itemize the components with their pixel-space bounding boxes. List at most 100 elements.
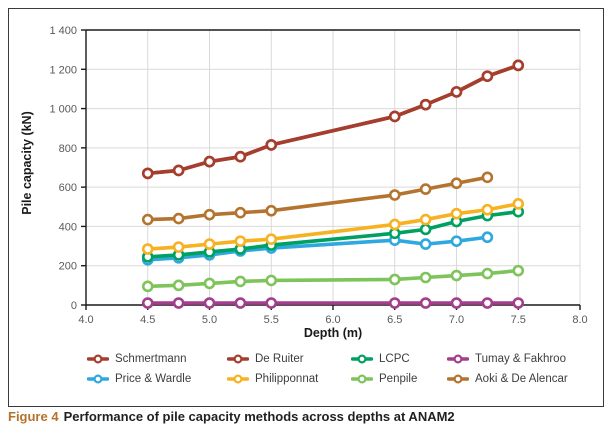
legend-label: Price & Wardle [115,373,192,385]
legend-item-schmertmann: Schmertmann [87,349,227,369]
data-point-marker [265,297,278,309]
legend-item-lcpc: LCPC [351,349,447,369]
data-point-marker [172,241,185,253]
legend-marker-icon [447,374,469,384]
data-point-marker [172,164,185,177]
data-point-marker [450,297,463,309]
x-tick-label: 5.5 [264,314,279,326]
data-point-marker [481,231,494,244]
y-tick-label: 400 [59,221,77,233]
x-tick-label: 7.0 [449,314,464,326]
data-point-marker [141,243,154,255]
data-point-marker [234,275,247,288]
series-tumay-fakhroo [141,297,525,309]
data-point-marker [234,235,247,247]
data-point-marker [419,183,432,195]
data-point-marker [203,155,216,168]
data-point-marker [203,238,216,250]
legend-marker-icon [87,374,109,384]
legend-item-tumay-fakhroo: Tumay & Fakhroo [447,349,568,369]
data-point-marker [265,233,278,245]
data-point-marker [265,274,278,287]
data-point-marker [388,110,401,123]
legend-item-price-wardle: Price & Wardle [87,369,227,389]
legend-item-de-ruiter: De Ruiter [227,349,351,369]
x-tick-label: 6.0 [325,314,340,326]
x-tick-label: 5.0 [202,314,217,326]
y-tick-labels: 0 200 400 600 800 1 000 1 200 1 400 [49,25,77,312]
legend-label: De Ruiter [255,353,304,365]
data-point-marker [481,70,494,82]
legend-label: Schmertmann [115,353,187,365]
data-point-marker [234,206,247,219]
series-aoki-de-alencar [141,171,494,226]
data-point-marker [419,297,432,309]
data-point-marker [172,297,185,309]
data-point-marker [234,297,247,309]
x-axis-title: Depth (m) [303,326,363,340]
x-tick-label: 4.5 [140,314,155,326]
data-point-marker [388,189,401,201]
legend-label: Penpile [379,373,418,385]
data-point-marker [481,297,494,309]
data-point-marker [450,269,463,282]
x-tick-label: 6.5 [387,314,402,326]
chart-legend: Schmertmann De Ruiter LCPC Tumay & Fakhroo P… [87,349,568,389]
data-point-marker [419,213,432,226]
data-point-marker [388,297,401,309]
tick-marks [81,29,581,310]
data-point-marker [450,177,463,190]
series-de-ruiter [141,59,525,180]
legend-label: Tumay & Fakhroo [475,353,566,365]
gridlines [86,30,581,305]
figure-caption: Figure 4 Performance of pile capacity met… [8,409,455,424]
data-point-marker [419,271,432,284]
y-tick-label: 1 400 [49,25,77,37]
y-tick-label: 800 [59,143,77,155]
legend-marker-icon [227,354,249,364]
legend-marker-icon [227,374,249,384]
data-point-marker [512,297,525,309]
y-tick-label: 1 200 [49,64,77,76]
pile-capacity-chart: 0 200 400 600 800 1 000 1 200 1 400 4.0 4.5 5.0 5.5… [49,25,587,326]
legend-label: LCPC [379,353,410,365]
data-point-marker [203,208,216,221]
legend-item-aoki-de-alencar: Aoki & De Alencar [447,369,568,389]
x-tick-labels: 4.0 4.5 5.0 5.5 6.0 6.5 7.0 7.5 8.0 [78,314,587,326]
series-penpile [141,264,525,293]
data-point-marker [450,86,463,98]
caption-text: Performance of pile capacity methods acr… [63,409,455,424]
legend-item-penpile: Penpile [351,369,447,389]
legend-label: Philipponnat [255,373,319,385]
data-point-marker [141,297,154,309]
x-tick-label: 4.0 [78,314,93,326]
data-point-marker [512,59,525,72]
series-lcpc [141,205,525,263]
legend-marker-icon [351,354,373,364]
data-point-marker [172,279,185,292]
data-point-marker [203,297,216,309]
data-point-marker [388,218,401,231]
data-point-marker [481,171,494,184]
y-tick-label: 600 [59,182,77,194]
data-point-marker [450,207,463,220]
y-tick-label: 1 000 [49,104,77,116]
data-point-marker [172,212,185,225]
y-tick-label: 0 [71,300,77,312]
data-point-marker [234,150,247,163]
y-axis-title: Pile capacity (kN) [20,111,34,215]
data-point-marker [512,198,525,210]
data-point-marker [481,267,494,280]
series-philipponnat [141,198,525,255]
data-point-marker [481,203,494,216]
caption-number: Figure 4 [8,409,59,424]
data-point-marker [203,277,216,290]
legend-marker-icon [351,374,373,384]
series-price-wardle [141,231,494,266]
data-point-marker [265,204,278,217]
chart-figure-box: 0 200 400 600 800 1 000 1 200 1 400 4.0 4.5 5.0 5.5… [8,8,604,407]
y-tick-label: 200 [59,261,77,273]
data-point-marker [512,264,525,277]
legend-marker-icon [447,354,469,364]
